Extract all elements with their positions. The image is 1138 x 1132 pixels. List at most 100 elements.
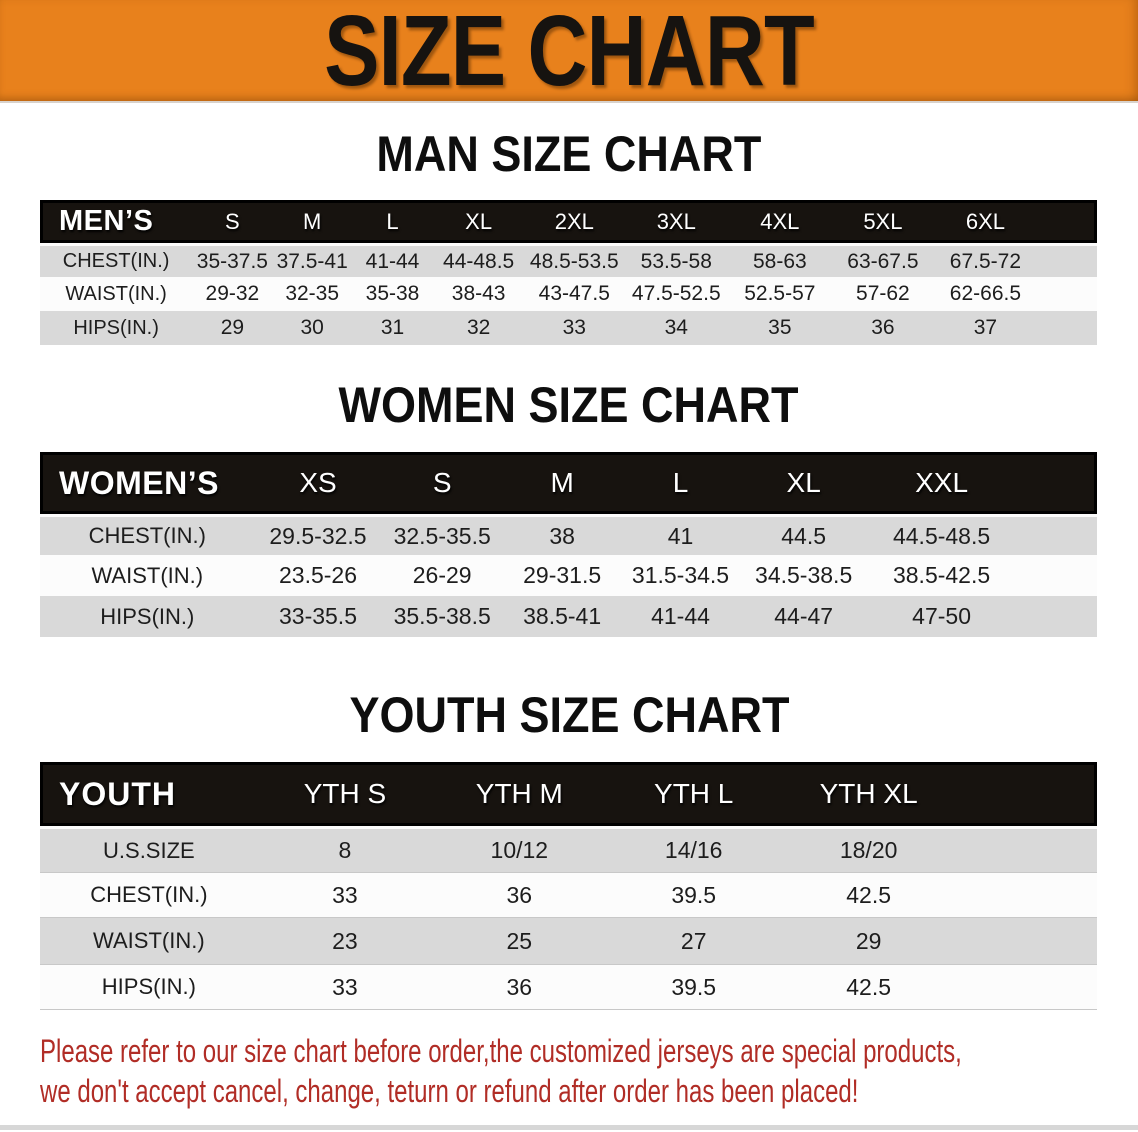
size-value-cell: 38 bbox=[502, 514, 622, 555]
row-filler bbox=[956, 826, 1097, 872]
row-label: CHEST(IN.) bbox=[40, 514, 255, 555]
row-label: HIPS(IN.) bbox=[40, 311, 193, 345]
women-chest-row: CHEST(IN.) 29.5-32.5 32.5-35.5 38 41 44.… bbox=[40, 514, 1097, 555]
women-header-row: WOMEN’S XS S M L XL XXL bbox=[40, 452, 1097, 514]
men-waist-row: WAIST(IN.) 29-32 32-35 35-38 38-43 43-47… bbox=[40, 277, 1097, 311]
size-column-header: 4XL bbox=[728, 200, 832, 243]
size-value-cell: 42.5 bbox=[780, 964, 957, 1010]
size-value-cell: 37 bbox=[934, 311, 1037, 345]
youth-section-title: YOUTH SIZE CHART bbox=[348, 687, 790, 743]
size-value-cell: 33 bbox=[524, 311, 625, 345]
size-column-header: XL bbox=[739, 452, 868, 514]
size-value-cell: 33 bbox=[257, 872, 433, 918]
size-value-cell: 41-44 bbox=[351, 243, 434, 277]
men-section-title: MAN SIZE CHART bbox=[376, 126, 762, 182]
women-section-title: WOMEN SIZE CHART bbox=[339, 377, 799, 433]
youth-ussize-row: U.S.SIZE 8 10/12 14/16 18/20 bbox=[40, 826, 1097, 872]
size-value-cell: 36 bbox=[831, 311, 935, 345]
youth-waist-row: WAIST(IN.) 23 25 27 29 bbox=[40, 918, 1097, 964]
men-header-title: MEN’S bbox=[40, 200, 193, 243]
size-column-header: M bbox=[272, 200, 352, 243]
size-value-cell: 43-47.5 bbox=[524, 277, 625, 311]
row-filler bbox=[1036, 243, 1097, 277]
header-filler bbox=[956, 762, 1097, 826]
size-value-cell: 39.5 bbox=[606, 872, 781, 918]
size-value-cell: 18/20 bbox=[780, 826, 957, 872]
size-value-cell: 62-66.5 bbox=[934, 277, 1037, 311]
size-value-cell: 32-35 bbox=[272, 277, 352, 311]
size-column-header: XL bbox=[433, 200, 525, 243]
page-title: SIZE CHART bbox=[324, 0, 815, 107]
size-value-cell: 52.5-57 bbox=[728, 277, 832, 311]
size-value-cell: 35 bbox=[728, 311, 832, 345]
disclaimer-line-1: Please refer to our size chart before or… bbox=[40, 1033, 962, 1069]
size-column-header: XS bbox=[254, 452, 382, 514]
row-label: CHEST(IN.) bbox=[40, 243, 193, 277]
row-filler bbox=[956, 918, 1097, 964]
size-column-header: S bbox=[192, 200, 273, 243]
men-hips-row: HIPS(IN.) 29 30 31 32 33 34 35 36 37 bbox=[40, 311, 1097, 345]
size-value-cell: 33 bbox=[257, 964, 433, 1010]
row-label: WAIST(IN.) bbox=[40, 277, 193, 311]
row-label: HIPS(IN.) bbox=[40, 596, 255, 637]
size-value-cell: 47.5-52.5 bbox=[624, 277, 729, 311]
row-label: U.S.SIZE bbox=[40, 826, 258, 872]
size-value-cell: 33-35.5 bbox=[254, 596, 382, 637]
youth-chest-row: CHEST(IN.) 33 36 39.5 42.5 bbox=[40, 872, 1097, 918]
size-value-cell: 10/12 bbox=[432, 826, 607, 872]
youth-hips-row: HIPS(IN.) 33 36 39.5 42.5 bbox=[40, 964, 1097, 1010]
size-value-cell: 67.5-72 bbox=[934, 243, 1037, 277]
row-label: WAIST(IN.) bbox=[40, 555, 255, 596]
row-filler bbox=[956, 964, 1097, 1010]
disclaimer: Please refer to our size chart before or… bbox=[40, 1031, 1138, 1111]
row-filler bbox=[1015, 514, 1097, 555]
men-header-row: MEN’S S M L XL 2XL 3XL 4XL 5XL 6XL bbox=[40, 200, 1097, 243]
bottom-divider bbox=[0, 1125, 1138, 1130]
size-value-cell: 53.5-58 bbox=[624, 243, 729, 277]
size-value-cell: 63-67.5 bbox=[831, 243, 935, 277]
size-column-header: YTH M bbox=[432, 762, 607, 826]
size-value-cell: 29-31.5 bbox=[502, 555, 622, 596]
row-label: HIPS(IN.) bbox=[40, 964, 258, 1010]
row-label: WAIST(IN.) bbox=[40, 918, 258, 964]
women-header-title: WOMEN’S bbox=[40, 452, 255, 514]
row-filler bbox=[1036, 277, 1097, 311]
size-value-cell: 57-62 bbox=[831, 277, 935, 311]
size-value-cell: 26-29 bbox=[381, 555, 503, 596]
row-filler bbox=[1036, 311, 1097, 345]
size-value-cell: 44.5 bbox=[739, 514, 868, 555]
size-column-header: L bbox=[621, 452, 740, 514]
size-column-header: 3XL bbox=[624, 200, 729, 243]
size-value-cell: 41-44 bbox=[621, 596, 740, 637]
size-value-cell: 29 bbox=[780, 918, 957, 964]
size-column-header: YTH L bbox=[606, 762, 781, 826]
size-value-cell: 47-50 bbox=[867, 596, 1016, 637]
size-value-cell: 38-43 bbox=[433, 277, 525, 311]
size-column-header: L bbox=[351, 200, 434, 243]
banner: SIZE CHART bbox=[0, 0, 1138, 103]
size-value-cell: 36 bbox=[432, 872, 607, 918]
size-value-cell: 30 bbox=[272, 311, 352, 345]
disclaimer-line-2: we don't accept cancel, change, teturn o… bbox=[40, 1073, 859, 1109]
size-value-cell: 44-47 bbox=[739, 596, 868, 637]
men-size-table: MEN’S S M L XL 2XL 3XL 4XL 5XL 6XL CHEST… bbox=[40, 200, 1097, 345]
women-waist-row: WAIST(IN.) 23.5-26 26-29 29-31.5 31.5-34… bbox=[40, 555, 1097, 596]
size-value-cell: 39.5 bbox=[606, 964, 781, 1010]
size-column-header: M bbox=[502, 452, 622, 514]
size-column-header: S bbox=[381, 452, 503, 514]
size-value-cell: 36 bbox=[432, 964, 607, 1010]
size-value-cell: 48.5-53.5 bbox=[524, 243, 625, 277]
row-filler bbox=[956, 872, 1097, 918]
women-hips-row: HIPS(IN.) 33-35.5 35.5-38.5 38.5-41 41-4… bbox=[40, 596, 1097, 637]
size-column-header: XXL bbox=[867, 452, 1016, 514]
size-value-cell: 25 bbox=[432, 918, 607, 964]
size-value-cell: 35-38 bbox=[351, 277, 434, 311]
row-filler bbox=[1015, 596, 1097, 637]
size-value-cell: 38.5-41 bbox=[502, 596, 622, 637]
size-column-header: YTH XL bbox=[780, 762, 957, 826]
size-column-header: YTH S bbox=[257, 762, 433, 826]
size-value-cell: 34.5-38.5 bbox=[739, 555, 868, 596]
size-value-cell: 35.5-38.5 bbox=[381, 596, 503, 637]
size-value-cell: 14/16 bbox=[606, 826, 781, 872]
